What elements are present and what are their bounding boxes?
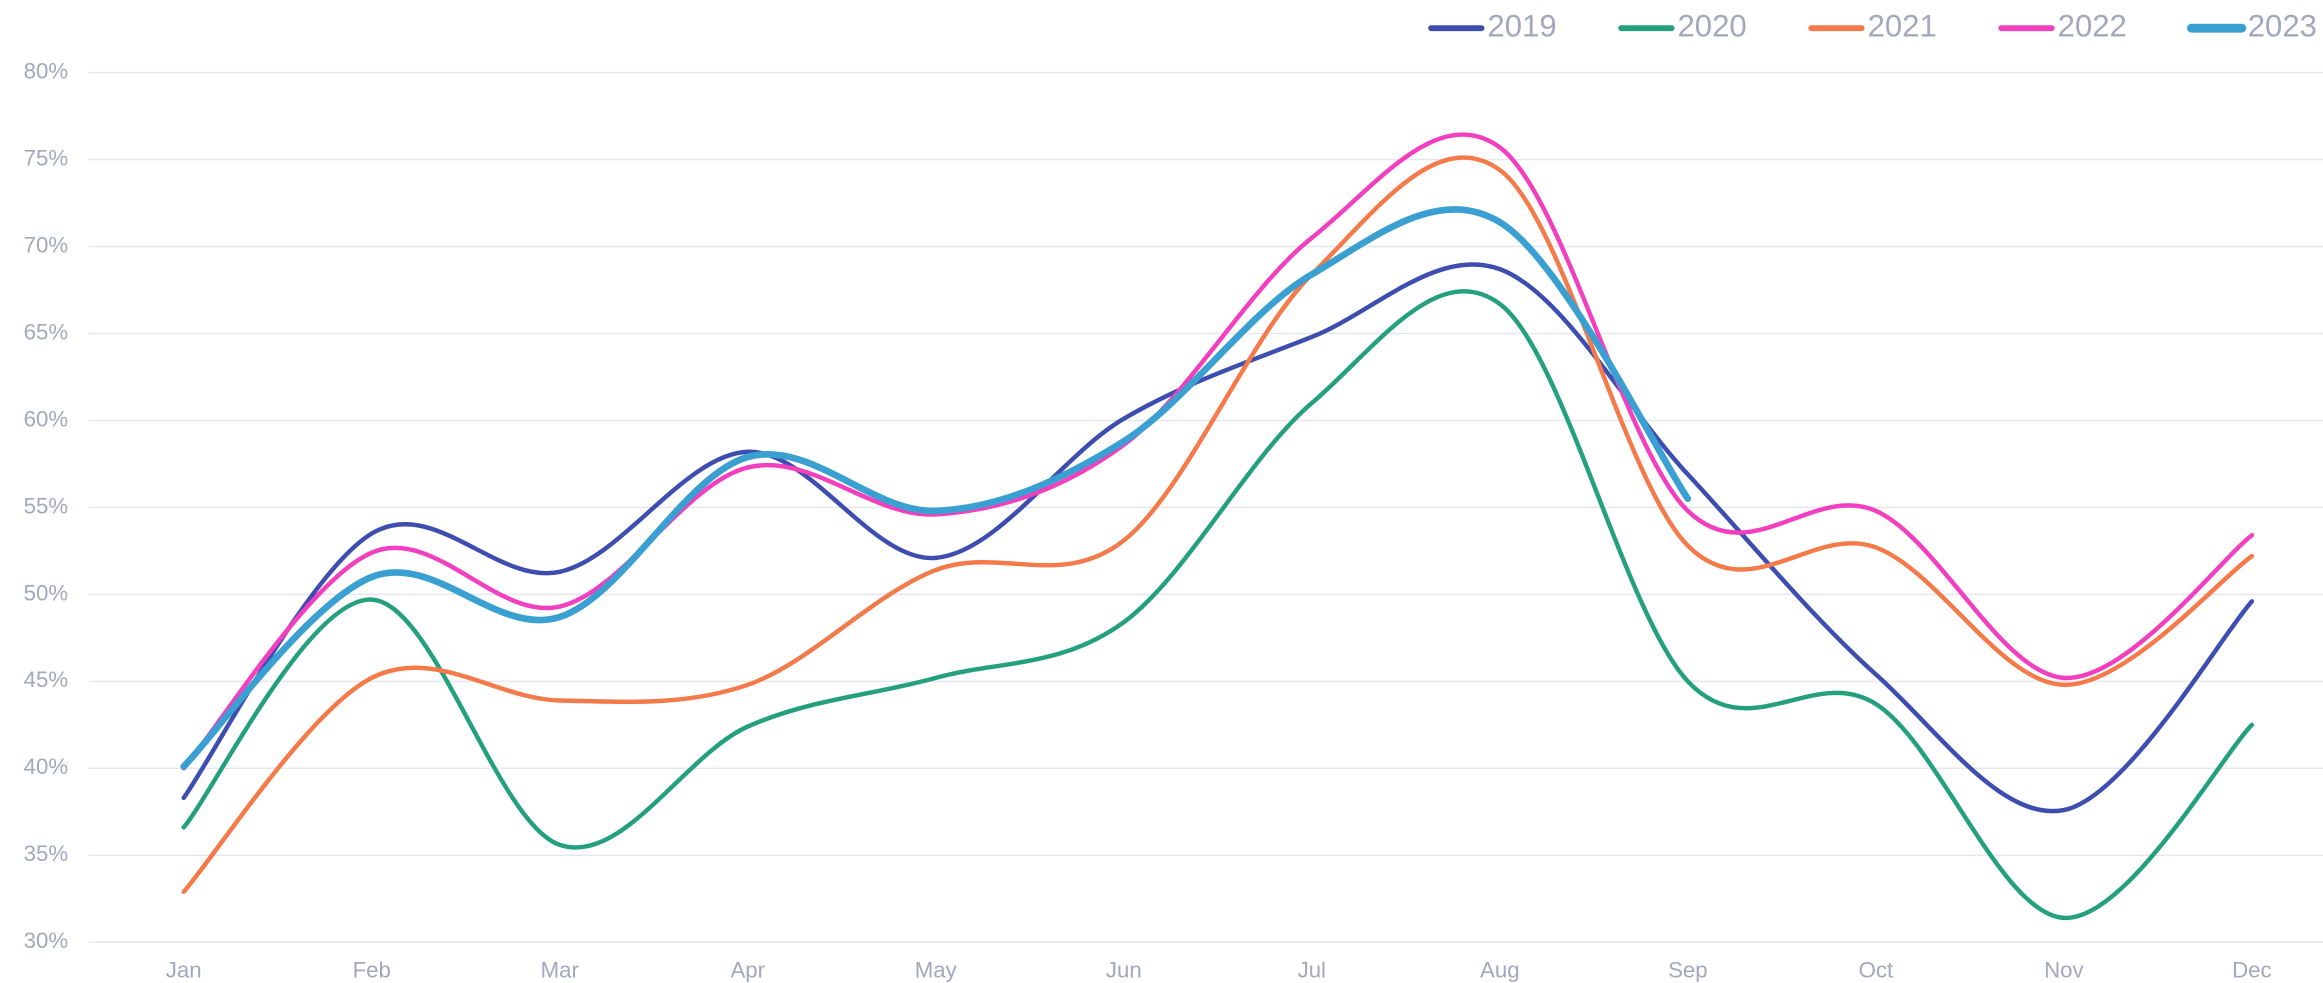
x-tick-label: Apr [730,958,765,983]
legend-label: 2023 [2248,8,2317,43]
y-tick-label: 35% [24,841,68,866]
series-line [181,262,2255,814]
y-tick-label: 80% [24,58,68,83]
series-line [180,206,1692,770]
y-tick-label: 45% [24,667,68,692]
x-tick-label: Aug [1480,958,1520,983]
y-tick-label: 50% [24,580,68,605]
x-tick-label: Jun [1106,958,1142,983]
x-tick-label: May [915,958,958,983]
y-tick-label: 55% [24,493,68,518]
x-tick-label: Oct [1859,958,1894,983]
x-tick-label: Feb [353,958,391,983]
x-tick-label: Dec [2232,958,2272,983]
y-tick-label: 75% [24,145,68,170]
y-tick-label: 70% [24,232,68,257]
y-tick-label: 30% [24,928,68,953]
series-line [181,155,2255,895]
series-line [181,132,2255,771]
series-line [181,289,2255,921]
x-tick-label: Jan [166,958,202,983]
legend-label: 2022 [2058,8,2127,43]
x-tick-label: Nov [2044,958,2084,983]
legend-label: 2020 [1678,8,1747,43]
y-tick-label: 60% [24,406,68,431]
y-tick-label: 65% [24,319,68,344]
x-tick-label: Mar [541,958,580,983]
x-tick-label: Jul [1298,958,1326,983]
y-tick-label: 40% [24,754,68,779]
x-tick-label: Sep [1668,958,1708,983]
legend-label: 2019 [1487,8,1556,43]
legend-label: 2021 [1868,8,1937,43]
